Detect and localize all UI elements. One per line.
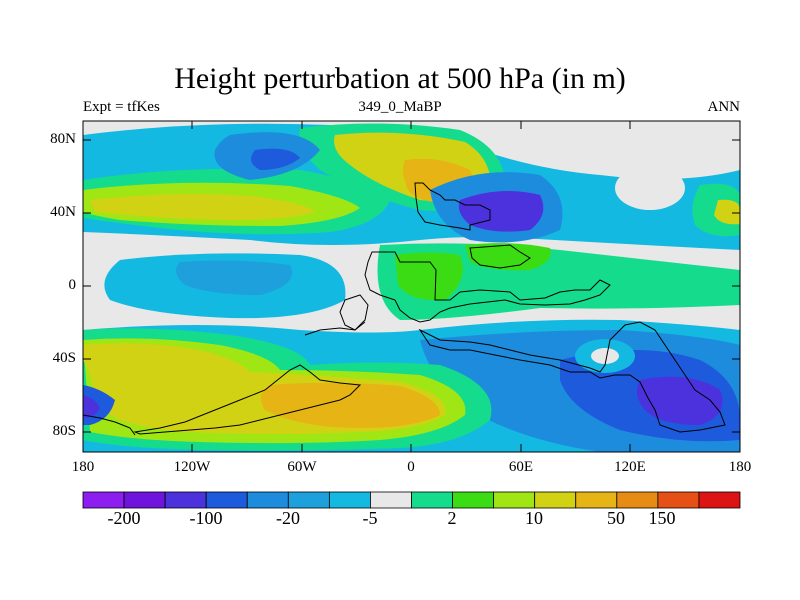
contour-field <box>83 121 740 452</box>
contour-equator-africa-1 <box>377 243 740 320</box>
colorbar-label: -200 <box>107 508 141 528</box>
contour-equator-arabia <box>465 243 551 271</box>
colorbar-swatch <box>370 491 412 509</box>
map-title: Height perturbation at 500 hPa (in m) <box>174 62 626 95</box>
colorbar-swatch <box>411 491 453 509</box>
contour-north-pacific-gap <box>615 166 685 210</box>
contour-equator-south-america-core <box>176 260 292 295</box>
lat-label-40n: 40N <box>50 204 76 220</box>
colorbar-swatch <box>575 491 618 509</box>
colorbar-label: -5 <box>362 508 378 528</box>
outline-western-peninsula <box>339 294 369 331</box>
colorbar-label: -100 <box>189 508 223 528</box>
colorbar-swatch <box>287 491 330 509</box>
season-label: ANN <box>707 99 741 115</box>
outline-arabia <box>469 244 531 269</box>
colorbar <box>82 491 741 509</box>
contour-asia-low-2 <box>458 191 544 232</box>
colorbar-swatch <box>493 491 536 509</box>
map-ticks <box>83 121 740 452</box>
outline-central-strait <box>304 321 366 336</box>
colorbar-swatch <box>164 491 207 509</box>
colorbar-label: 150 <box>648 508 676 528</box>
contour-pacific-low-core <box>251 148 300 170</box>
lon-label-120w: 120W <box>173 459 211 475</box>
colorbar-swatch <box>246 491 289 509</box>
colorbar-swatch <box>82 491 125 509</box>
lon-label-60e: 60E <box>508 459 534 475</box>
colorbar-swatch <box>205 491 248 509</box>
contour-east-high-core <box>714 199 740 225</box>
outline-equatorial-continent <box>364 251 611 323</box>
contour-southwest-low-core <box>83 395 100 418</box>
colorbar-label: 2 <box>447 508 457 528</box>
lat-label-80s: 80S <box>52 423 76 439</box>
outline-southwest-landmass <box>133 364 362 435</box>
land-outlines <box>83 182 726 436</box>
contour-equator-africa-2 <box>395 252 463 301</box>
lon-label-60w: 60W <box>287 459 317 475</box>
experiment-label: Expt = tfKes <box>83 99 160 115</box>
contour-south-high-4 <box>261 382 440 428</box>
colorbar-swatch <box>123 491 166 509</box>
colorbar-swatch <box>698 491 741 509</box>
contour-south-gap-core <box>591 348 619 364</box>
colorbar-swatch <box>657 491 700 509</box>
colorbar-label: 10 <box>525 508 543 528</box>
lon-label-180w: 180 <box>71 459 95 475</box>
contour-north-band-4 <box>90 194 315 220</box>
contour-south-band-4 <box>636 376 723 425</box>
lat-label-0: 0 <box>68 277 77 293</box>
colorbar-swatch <box>328 491 371 509</box>
outline-south-ice <box>83 414 136 436</box>
lon-label-0: 0 <box>407 459 415 475</box>
colorbar-label: -20 <box>276 508 300 528</box>
lat-label-40s: 40S <box>52 350 76 366</box>
outline-southern-continent <box>418 321 726 433</box>
outline-north-america <box>414 182 491 231</box>
lat-label-80n: 80N <box>50 131 76 147</box>
lon-label-180e: 180 <box>728 459 752 475</box>
contour-south-high-5 <box>83 344 130 362</box>
colorbar-label: 50 <box>607 508 625 528</box>
colorbar-swatch <box>534 491 577 509</box>
colorbar-swatch <box>452 491 495 509</box>
colorbar-swatch <box>616 491 659 509</box>
time-label: 349_0_MaBP <box>358 99 442 115</box>
lon-label-120e: 120E <box>614 459 646 475</box>
